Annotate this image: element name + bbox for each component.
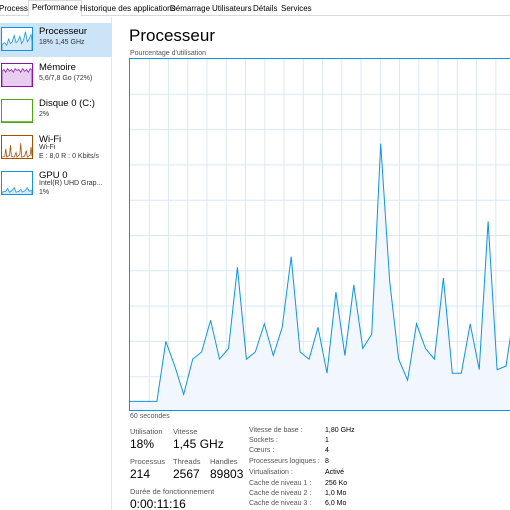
chart-y-label: Pourcentage d'utilisation [130,50,207,57]
sidebar-item-title: Disque 0 (C:) [39,98,95,109]
sidebar-item-subtitle-2: E : 8,0 R : 0 Kbits/s [39,153,99,160]
threads-label: Threads [173,457,201,466]
sidebar-item-title: Wi-Fi [39,134,62,145]
spec-value: 256 Ko [325,480,348,487]
chart-series [130,143,510,410]
tab-historique[interactable]: Historique des applications [80,4,176,13]
spec-label: Cache de niveau 3 : [249,500,312,507]
wifi-thumbnail [1,135,33,159]
page-title: Processeur [129,26,215,45]
sidebar-item-subtitle: 18% 1,45 GHz [39,39,85,46]
tab-bar: Processus Performance Historique des app… [0,0,510,17]
utilisation-value: 18% [130,437,155,451]
sidebar-item-subtitle: 5,6/7,8 Go (72%) [39,75,93,82]
utilisation-label: Utilisation [130,427,163,436]
cpu-usage-chart [129,58,510,411]
sidebar-item-wifi[interactable]: Wi-Fi Wi-Fi E : 8,0 R : 0 Kbits/s [0,131,112,165]
cpu-usage-chart-svg [130,59,510,410]
processus-label: Processus [130,457,166,466]
memoire-thumbnail [1,63,33,87]
handles-value: 89803 [210,467,244,481]
uptime-label: Durée de fonctionnement [130,487,215,496]
sidebar-item-title: Mémoire [39,62,76,73]
tab-demarrage[interactable]: Démarrage [170,4,211,13]
sidebar-item-memoire[interactable]: Mémoire 5,6/7,8 Go (72%) [0,59,112,93]
sidebar-item-title: Processeur [39,26,88,37]
tab-performance[interactable]: Performance [28,0,82,17]
disque-thumbnail [1,99,33,123]
cpu-usage-area [130,143,510,410]
tab-utilisateurs[interactable]: Utilisateurs [212,4,252,13]
spec-value: 4 [325,447,329,454]
spec-label: Vitesse de base : [249,427,303,434]
sidebar-item-subtitle: 2% [39,111,50,118]
handles-label: Handles [210,457,238,466]
sidebar-item-processeur[interactable]: Processeur 18% 1,45 GHz [0,23,112,57]
sidebar-item-title: GPU 0 [39,170,68,181]
chart-x-label: 60 secondes [130,413,170,420]
tab-processus[interactable]: Processus [0,4,37,13]
spec-label: Sockets : [249,437,278,444]
spec-value: 1,80 GHz [325,427,355,434]
spec-value: 1,0 Mo [325,490,347,497]
spec-value: Activé [325,469,345,476]
sidebar-item-disque[interactable]: Disque 0 (C:) 2% [0,95,112,129]
spec-value: 8 [325,458,329,465]
spec-value: 1 [325,437,329,444]
spec-value: 6,0 Mo [325,500,347,507]
sidebar: Processeur 18% 1,45 GHz Mémoire 5,6/7,8 … [0,17,112,510]
spec-label: Cache de niveau 1 : [249,480,312,487]
spec-label: Virtualisation : [249,469,293,476]
vitesse-label: Vitesse [173,427,198,436]
spec-label: Cache de niveau 2 : [249,490,312,497]
gpu-thumbnail [1,171,33,195]
spec-label: Cœurs : [249,447,275,454]
cpu-usage-line [130,143,510,402]
processus-value: 214 [130,467,151,481]
sidebar-item-subtitle: Intel(R) UHD Grap... [39,180,103,187]
tab-services[interactable]: Services [281,4,312,13]
sidebar-item-subtitle-2: 1% [39,189,50,196]
vitesse-value: 1,45 GHz [173,437,224,451]
threads-value: 2567 [173,467,200,481]
sidebar-item-subtitle: Wi-Fi [39,144,56,151]
uptime-value: 0:00:11:16 [130,497,186,510]
processeur-thumbnail [1,27,33,51]
sidebar-item-gpu[interactable]: GPU 0 Intel(R) UHD Grap... 1% [0,167,112,201]
tab-details[interactable]: Détails [253,4,278,13]
spec-label: Processeurs logiques : [249,458,320,465]
